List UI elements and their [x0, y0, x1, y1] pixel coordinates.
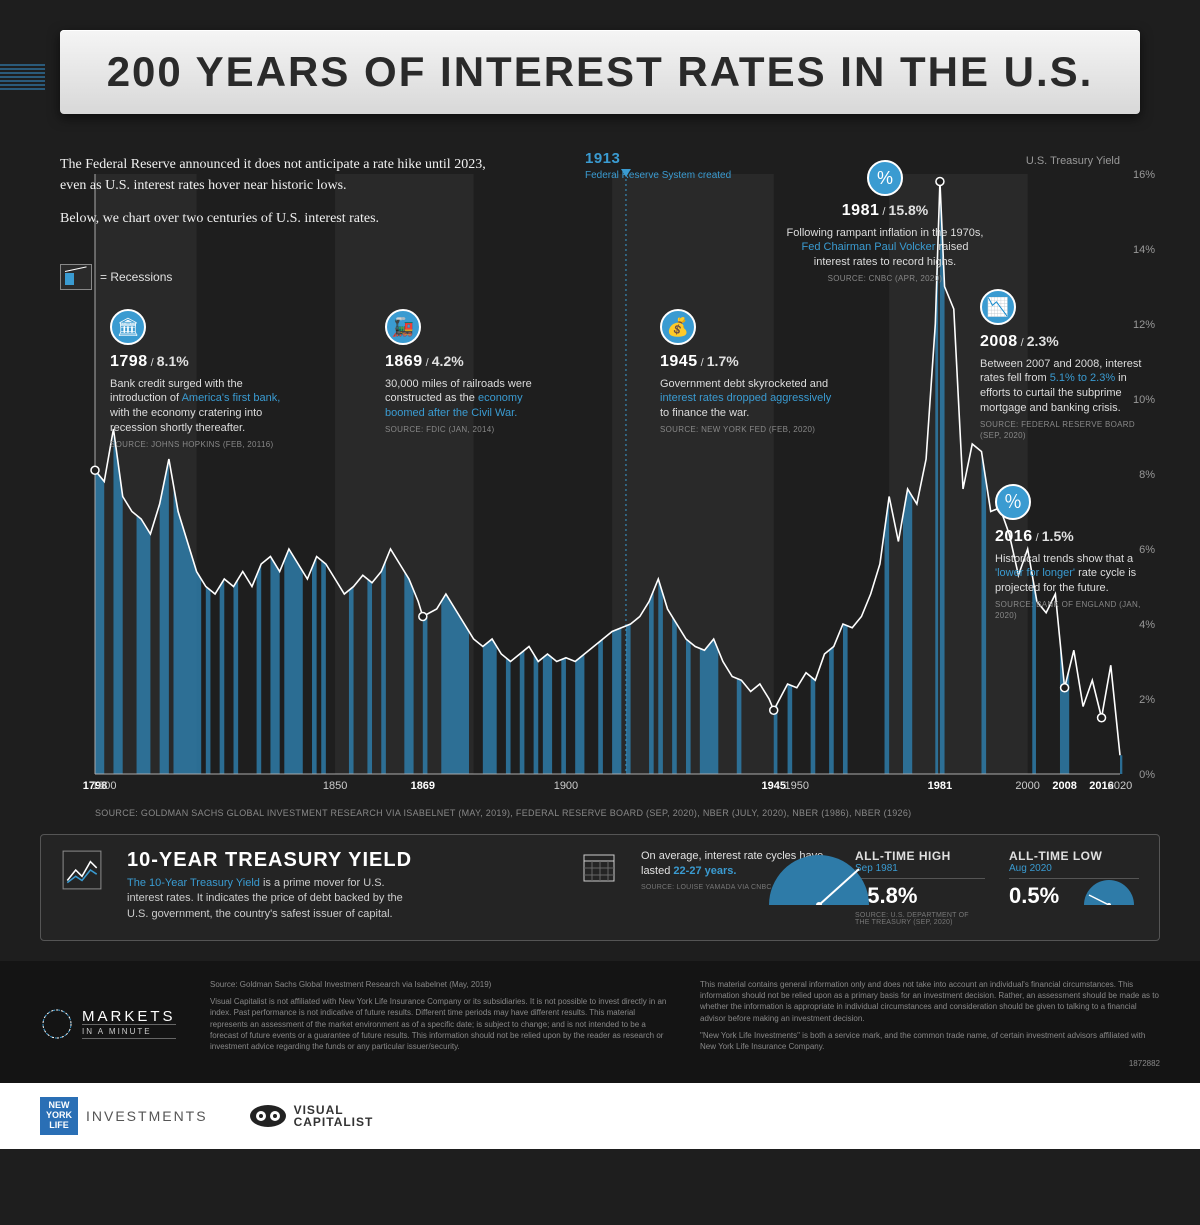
svg-text:8%: 8% [1139, 469, 1155, 481]
markets-in-a-minute-logo: MARKETS IN A MINUTE [40, 979, 180, 1069]
annotation-1913: 1913 Federal Reserve System created [585, 149, 735, 183]
recession-icon [60, 264, 92, 290]
gauge-high-icon [759, 845, 879, 905]
intro-p2: Below, we chart over two centuries of U.… [60, 208, 490, 229]
line-chart-icon [61, 849, 103, 891]
main-title: 200 YEARS OF INTEREST RATES IN THE U.S. [90, 48, 1110, 96]
chart-area: The Federal Reserve announced it does no… [40, 144, 1160, 824]
svg-text:16%: 16% [1133, 169, 1155, 181]
disclaimer-text: Source: Goldman Sachs Global Investment … [210, 979, 1160, 1069]
new-york-life-logo: NEW YORK LIFE INVESTMENTS [40, 1097, 208, 1135]
svg-text:2%: 2% [1139, 694, 1155, 706]
treasury-title: 10-YEAR TREASURY YIELD [127, 849, 557, 872]
gauge-low-icon [1079, 855, 1139, 905]
bank-icon: 🏛 [110, 309, 146, 345]
chart-source-line: SOURCE: GOLDMAN SACHS GLOBAL INVESTMENT … [95, 808, 911, 818]
title-section: 200 YEARS OF INTEREST RATES IN THE U.S. [0, 0, 1200, 134]
infographic-page: 200 YEARS OF INTEREST RATES IN THE U.S. … [0, 0, 1200, 1149]
footer-code: 1872882 [700, 1058, 1160, 1069]
sponsor-bar: NEW YORK LIFE INVESTMENTS VISUALCAPITALI… [0, 1083, 1200, 1149]
y-axis-title: U.S. Treasury Yield [1026, 155, 1120, 167]
rate-icon: ％ [995, 484, 1031, 520]
svg-text:0%: 0% [1139, 769, 1155, 781]
treasury-desc-col: 10-YEAR TREASURY YIELD The 10-Year Treas… [127, 849, 557, 922]
percent-icon: % [867, 160, 903, 196]
annotation-1869: 🚂 1869 / 4.2% 30,000 miles of railroads … [385, 309, 560, 436]
visual-capitalist-logo: VISUALCAPITALIST [248, 1103, 374, 1129]
annotation-1798: 🏛 1798 / 8.1% Bank credit surged with th… [110, 309, 285, 451]
x-axis-labels: 1798180018501869190019451950198120002008… [95, 780, 1120, 796]
title-accent-strip [0, 62, 45, 90]
annotation-2008: 📉 2008 / 2.3% Between 2007 and 2008, int… [980, 289, 1155, 442]
annotation-1945: 💰 1945 / 1.7% Government debt skyrockete… [660, 309, 835, 436]
footer: MARKETS IN A MINUTE Source: Goldman Sach… [0, 961, 1200, 1083]
line-chart-svg: 0%2%4%6%8%10%12%14%16% U.S. Treasury Yie… [40, 144, 1160, 824]
recession-legend-label: = Recessions [100, 270, 172, 284]
annotation-2016: ％ 2016 / 1.5% Historical trends show tha… [995, 484, 1145, 622]
train-icon: 🚂 [385, 309, 421, 345]
treasury-yield-box: 10-YEAR TREASURY YIELD The 10-Year Treas… [40, 834, 1160, 941]
recession-legend: = Recessions [60, 264, 172, 290]
intro-p1: The Federal Reserve announced it does no… [60, 154, 490, 196]
svg-text:14%: 14% [1133, 244, 1155, 256]
intro-text: The Federal Reserve announced it does no… [60, 154, 490, 241]
title-plate: 200 YEARS OF INTEREST RATES IN THE U.S. [60, 30, 1140, 114]
annotation-1981: % 1981 / 15.8% Following rampant inflati… [785, 160, 985, 285]
moneybag-icon: 💰 [660, 309, 696, 345]
crash-icon: 📉 [980, 289, 1016, 325]
calendar-icon [581, 849, 617, 885]
